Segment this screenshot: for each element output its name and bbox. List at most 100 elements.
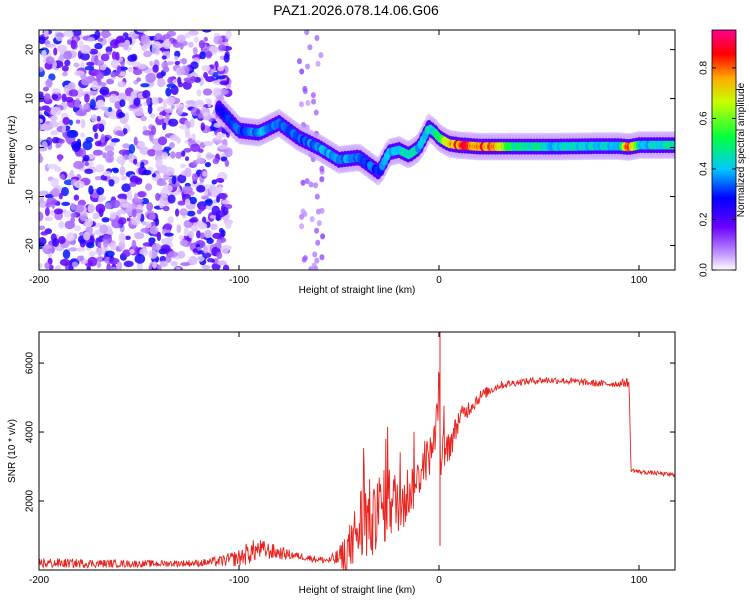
noise-blob bbox=[314, 257, 320, 264]
noise-blob bbox=[39, 236, 47, 246]
snr-series bbox=[39, 332, 675, 570]
noise-blob bbox=[58, 192, 63, 200]
snr-line bbox=[39, 371, 675, 570]
colorbar-tick-label: 0.2 bbox=[699, 212, 710, 226]
noise-blob bbox=[175, 266, 181, 270]
noise-blob bbox=[174, 208, 180, 217]
noise-blob bbox=[188, 255, 198, 266]
noise-blob bbox=[95, 71, 105, 80]
noise-blob bbox=[211, 187, 220, 197]
noise-blob bbox=[298, 101, 304, 108]
noise-blob bbox=[313, 109, 319, 116]
noise-blob bbox=[78, 40, 84, 51]
noise-blob bbox=[82, 140, 93, 151]
noise-blob bbox=[51, 94, 59, 100]
noise-blob bbox=[108, 257, 120, 265]
spectrogram-ridge bbox=[214, 94, 675, 186]
noise-blob bbox=[53, 208, 64, 215]
noise-blob bbox=[117, 217, 127, 225]
noise-blob bbox=[204, 230, 212, 238]
noise-blob bbox=[152, 64, 159, 73]
noise-blob bbox=[109, 211, 117, 220]
noise-blob bbox=[61, 65, 69, 72]
noise-blob bbox=[95, 203, 106, 214]
noise-blob bbox=[148, 237, 156, 244]
noise-blob bbox=[176, 106, 183, 116]
noise-blob bbox=[100, 32, 112, 37]
noise-blob bbox=[135, 111, 144, 116]
noise-blob bbox=[184, 132, 192, 139]
noise-blob bbox=[171, 175, 177, 185]
noise-blob bbox=[202, 245, 208, 254]
spectrogram-y-tick-label: -20 bbox=[25, 238, 36, 253]
noise-blob bbox=[116, 65, 121, 75]
noise-blob bbox=[131, 208, 137, 218]
noise-blob bbox=[212, 139, 224, 144]
noise-blob bbox=[225, 204, 233, 209]
snr-y-tick-label: 4000 bbox=[25, 420, 36, 443]
noise-blob bbox=[140, 44, 147, 52]
noise-blob bbox=[102, 170, 112, 177]
noise-blob bbox=[73, 160, 85, 170]
noise-blob bbox=[107, 106, 113, 113]
noise-blob bbox=[160, 188, 168, 198]
noise-blob bbox=[126, 217, 131, 222]
noise-blob bbox=[174, 60, 181, 66]
noise-blob bbox=[53, 47, 58, 56]
noise-blob bbox=[299, 213, 305, 220]
noise-blob bbox=[89, 48, 98, 55]
noise-blob bbox=[156, 181, 168, 186]
noise-blob bbox=[162, 66, 170, 73]
noise-blob bbox=[74, 204, 85, 214]
noise-blob bbox=[112, 168, 119, 174]
noise-blob bbox=[202, 88, 213, 96]
noise-blob bbox=[140, 161, 145, 169]
noise-blob bbox=[222, 264, 230, 270]
noise-blob bbox=[199, 205, 205, 212]
noise-blob bbox=[110, 138, 120, 143]
noise-blob bbox=[187, 30, 199, 36]
noise-blob bbox=[198, 39, 206, 49]
noise-blob bbox=[101, 217, 110, 223]
noise-blob bbox=[186, 210, 196, 217]
noise-blob bbox=[79, 211, 88, 222]
noise-blob bbox=[127, 54, 137, 62]
noise-blob bbox=[118, 240, 126, 251]
noise-blob bbox=[94, 42, 103, 50]
noise-blob bbox=[196, 184, 206, 193]
noise-blob bbox=[177, 250, 186, 259]
noise-blob bbox=[180, 66, 185, 76]
noise-blob bbox=[50, 130, 59, 136]
spectrogram-y-tick-label: -10 bbox=[25, 189, 36, 204]
noise-blob bbox=[96, 261, 102, 269]
noise-blob bbox=[203, 140, 214, 146]
noise-blob bbox=[68, 89, 79, 97]
noise-blob bbox=[170, 261, 179, 267]
noise-blob bbox=[70, 216, 76, 223]
noise-blob bbox=[313, 265, 319, 270]
colorbar-label: Normalized spectral amplitude bbox=[736, 82, 747, 217]
noise-blob bbox=[73, 225, 82, 232]
noise-blob bbox=[51, 88, 62, 94]
noise-blob bbox=[304, 178, 310, 185]
noise-blob bbox=[189, 196, 198, 205]
noise-blob bbox=[155, 192, 160, 201]
spectrogram-x-tick-label: 100 bbox=[631, 275, 648, 286]
noise-blob bbox=[100, 133, 106, 144]
noise-blob bbox=[102, 239, 109, 248]
noise-blob bbox=[56, 44, 68, 53]
noise-blob bbox=[218, 227, 224, 234]
noise-blob bbox=[181, 150, 186, 157]
noise-blob bbox=[177, 76, 182, 85]
noise-blob bbox=[199, 51, 207, 60]
noise-blob bbox=[149, 60, 154, 67]
noise-blob bbox=[319, 165, 325, 172]
noise-blob bbox=[315, 239, 321, 246]
noise-blob bbox=[151, 173, 157, 178]
noise-blob bbox=[66, 129, 78, 138]
noise-blob bbox=[140, 83, 150, 88]
noise-blob bbox=[302, 85, 308, 92]
noise-blob bbox=[146, 96, 151, 106]
colorbar-tick-label: 0.6 bbox=[699, 111, 710, 125]
noise-blob bbox=[308, 181, 314, 188]
